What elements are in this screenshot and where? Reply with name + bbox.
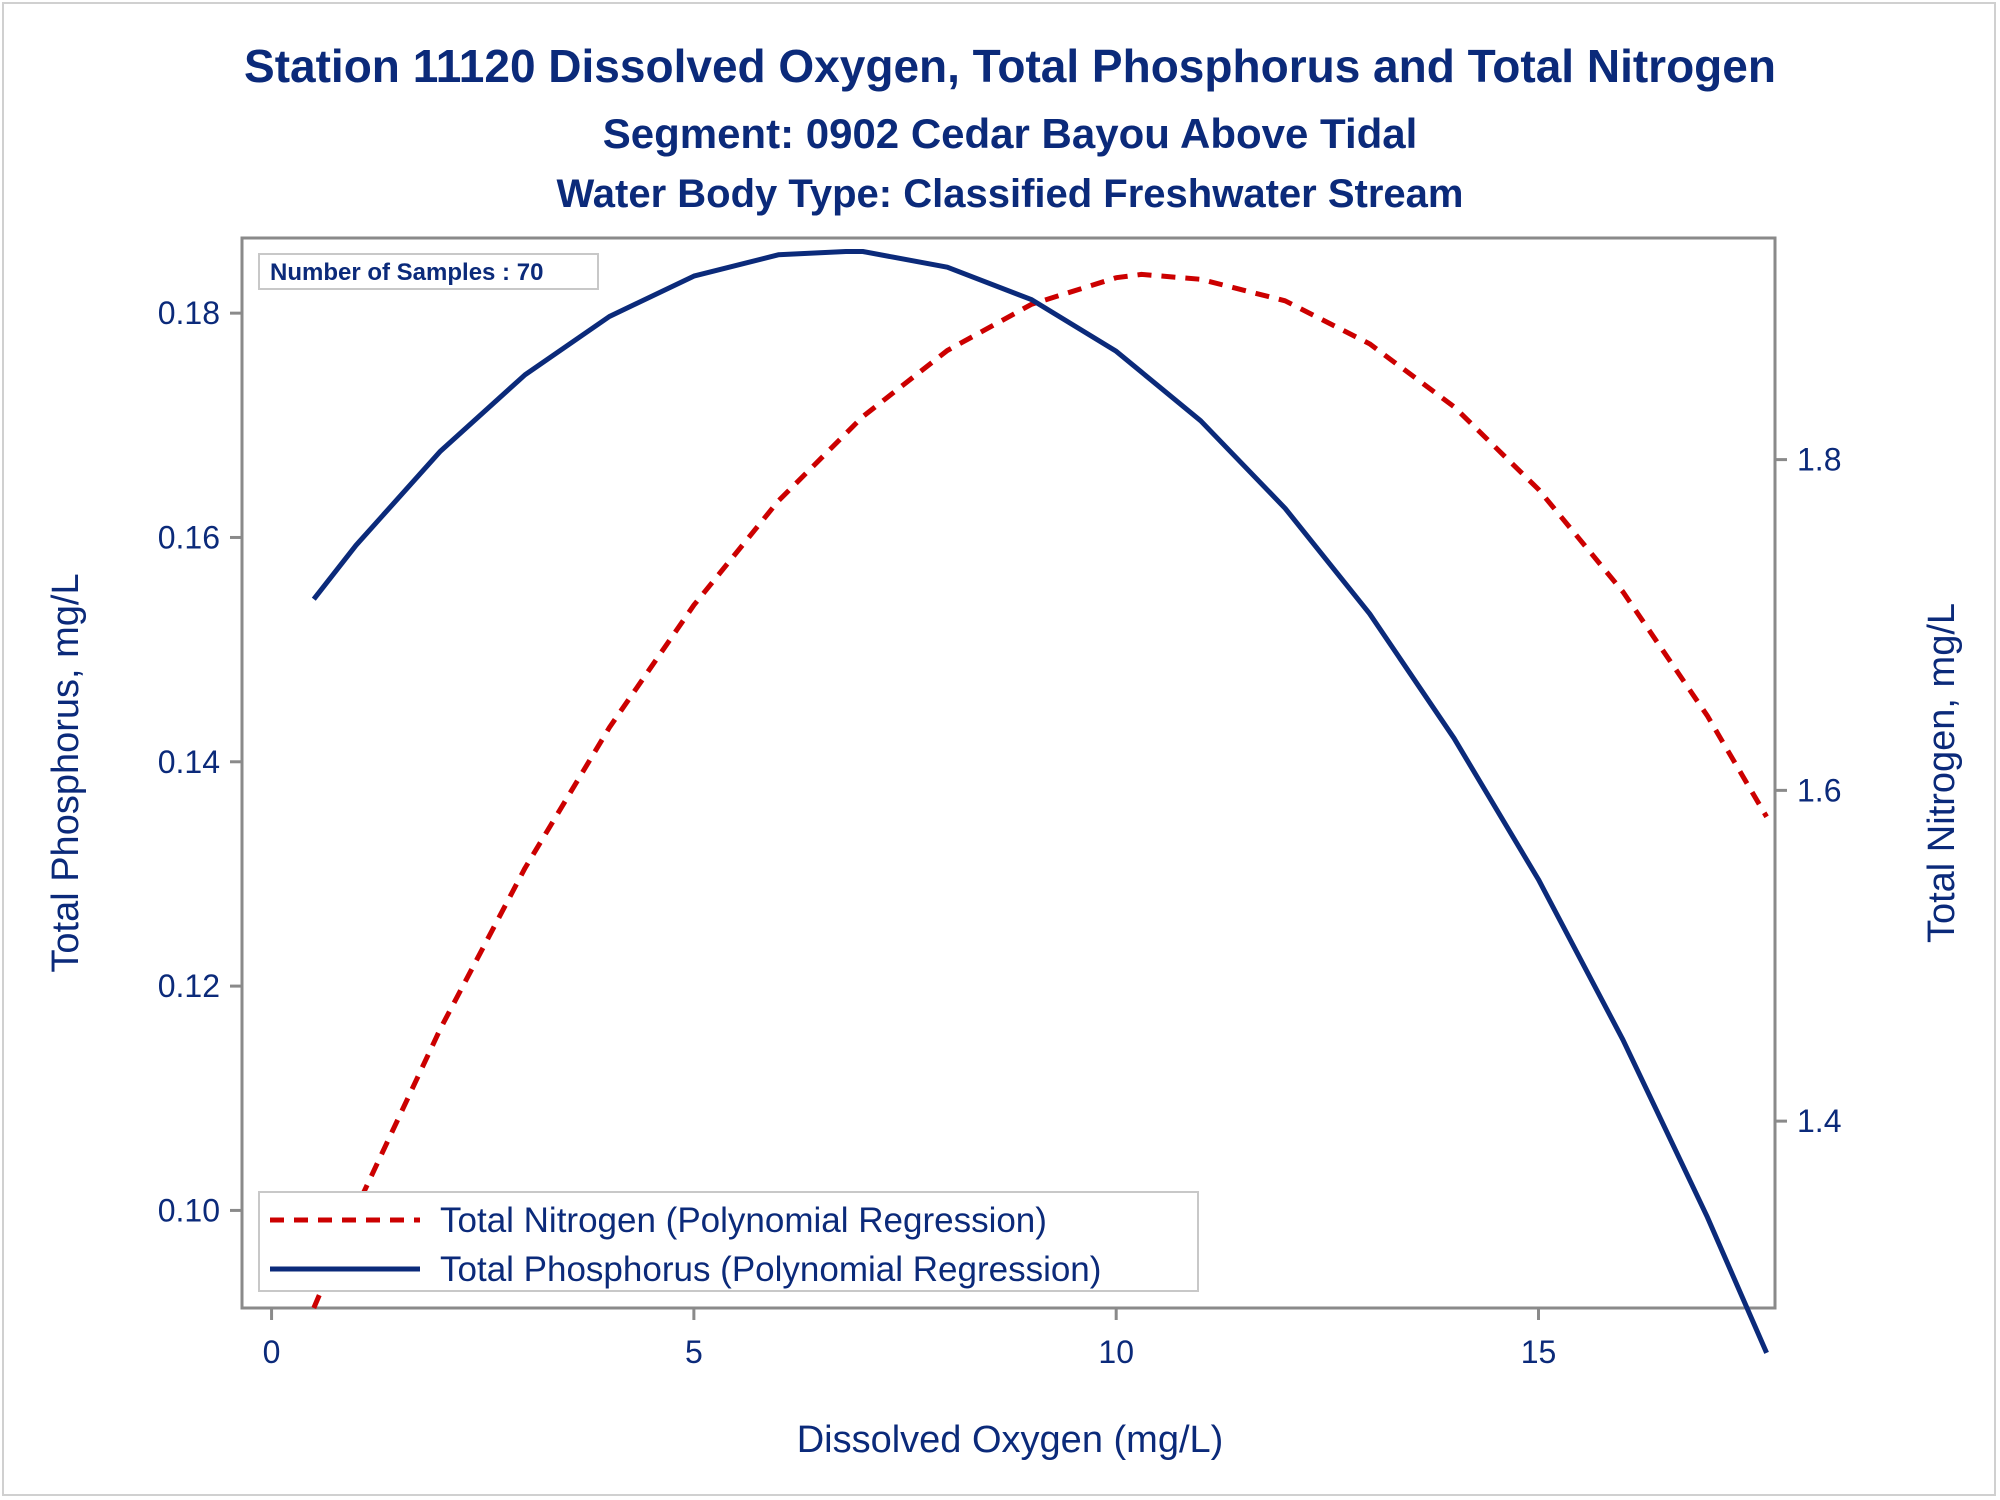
chart-title: Station 11120 Dissolved Oxygen, Total Ph… — [244, 40, 1776, 92]
chart-subtitle-water-body: Water Body Type: Classified Freshwater S… — [557, 172, 1464, 216]
sample-count-box — [258, 253, 599, 290]
y-tick-label-left: 0.18 — [158, 295, 220, 331]
sample-count-inset: Number of Samples : 70 — [258, 253, 599, 290]
series-layer — [311, 249, 1769, 1354]
y-tick-label-right: 1.8 — [1797, 442, 1841, 478]
legend-box — [258, 1191, 1199, 1292]
x-tick-label: 5 — [685, 1334, 703, 1370]
y-tick-label-left: 0.10 — [158, 1192, 220, 1228]
series-line-total-nitrogen — [311, 271, 1769, 1309]
series-line-total-phosphorus — [311, 249, 1769, 1354]
y-axis-title-left: Total Phosphorus, mg/L — [45, 573, 87, 972]
chart-subtitle-segment: Segment: 0902 Cedar Bayou Above Tidal — [603, 110, 1418, 157]
y-tick-label-left: 0.14 — [158, 744, 220, 780]
sample-count-label: Number of Samples : 70 — [270, 259, 543, 286]
legend-label-nitrogen: Total Nitrogen (Polynomial Regression) — [440, 1201, 1047, 1240]
y-tick-label-left: 0.16 — [158, 519, 220, 555]
legend: Total Nitrogen (Polynomial Regression) T… — [258, 1191, 1199, 1292]
plot-area — [240, 236, 1777, 1310]
axes-layer: 0 5 10 15 0.10 0.12 0.14 0.16 0.18 1.4 1.6 1.8 — [158, 295, 1842, 1370]
y-tick-label-right: 1.4 — [1797, 1103, 1841, 1139]
x-tick-label: 15 — [1521, 1334, 1557, 1370]
y-axis-title-right: Total Nitrogen, mg/L — [1921, 603, 1963, 943]
x-tick-label: 10 — [1098, 1334, 1134, 1370]
y-tick-label-right: 1.6 — [1797, 772, 1841, 808]
x-axis-title: Dissolved Oxygen (mg/L) — [797, 1419, 1224, 1461]
legend-label-phosphorus: Total Phosphorus (Polynomial Regression) — [440, 1250, 1101, 1289]
y-tick-label-left: 0.12 — [158, 968, 220, 1004]
x-tick-label: 0 — [263, 1334, 281, 1370]
